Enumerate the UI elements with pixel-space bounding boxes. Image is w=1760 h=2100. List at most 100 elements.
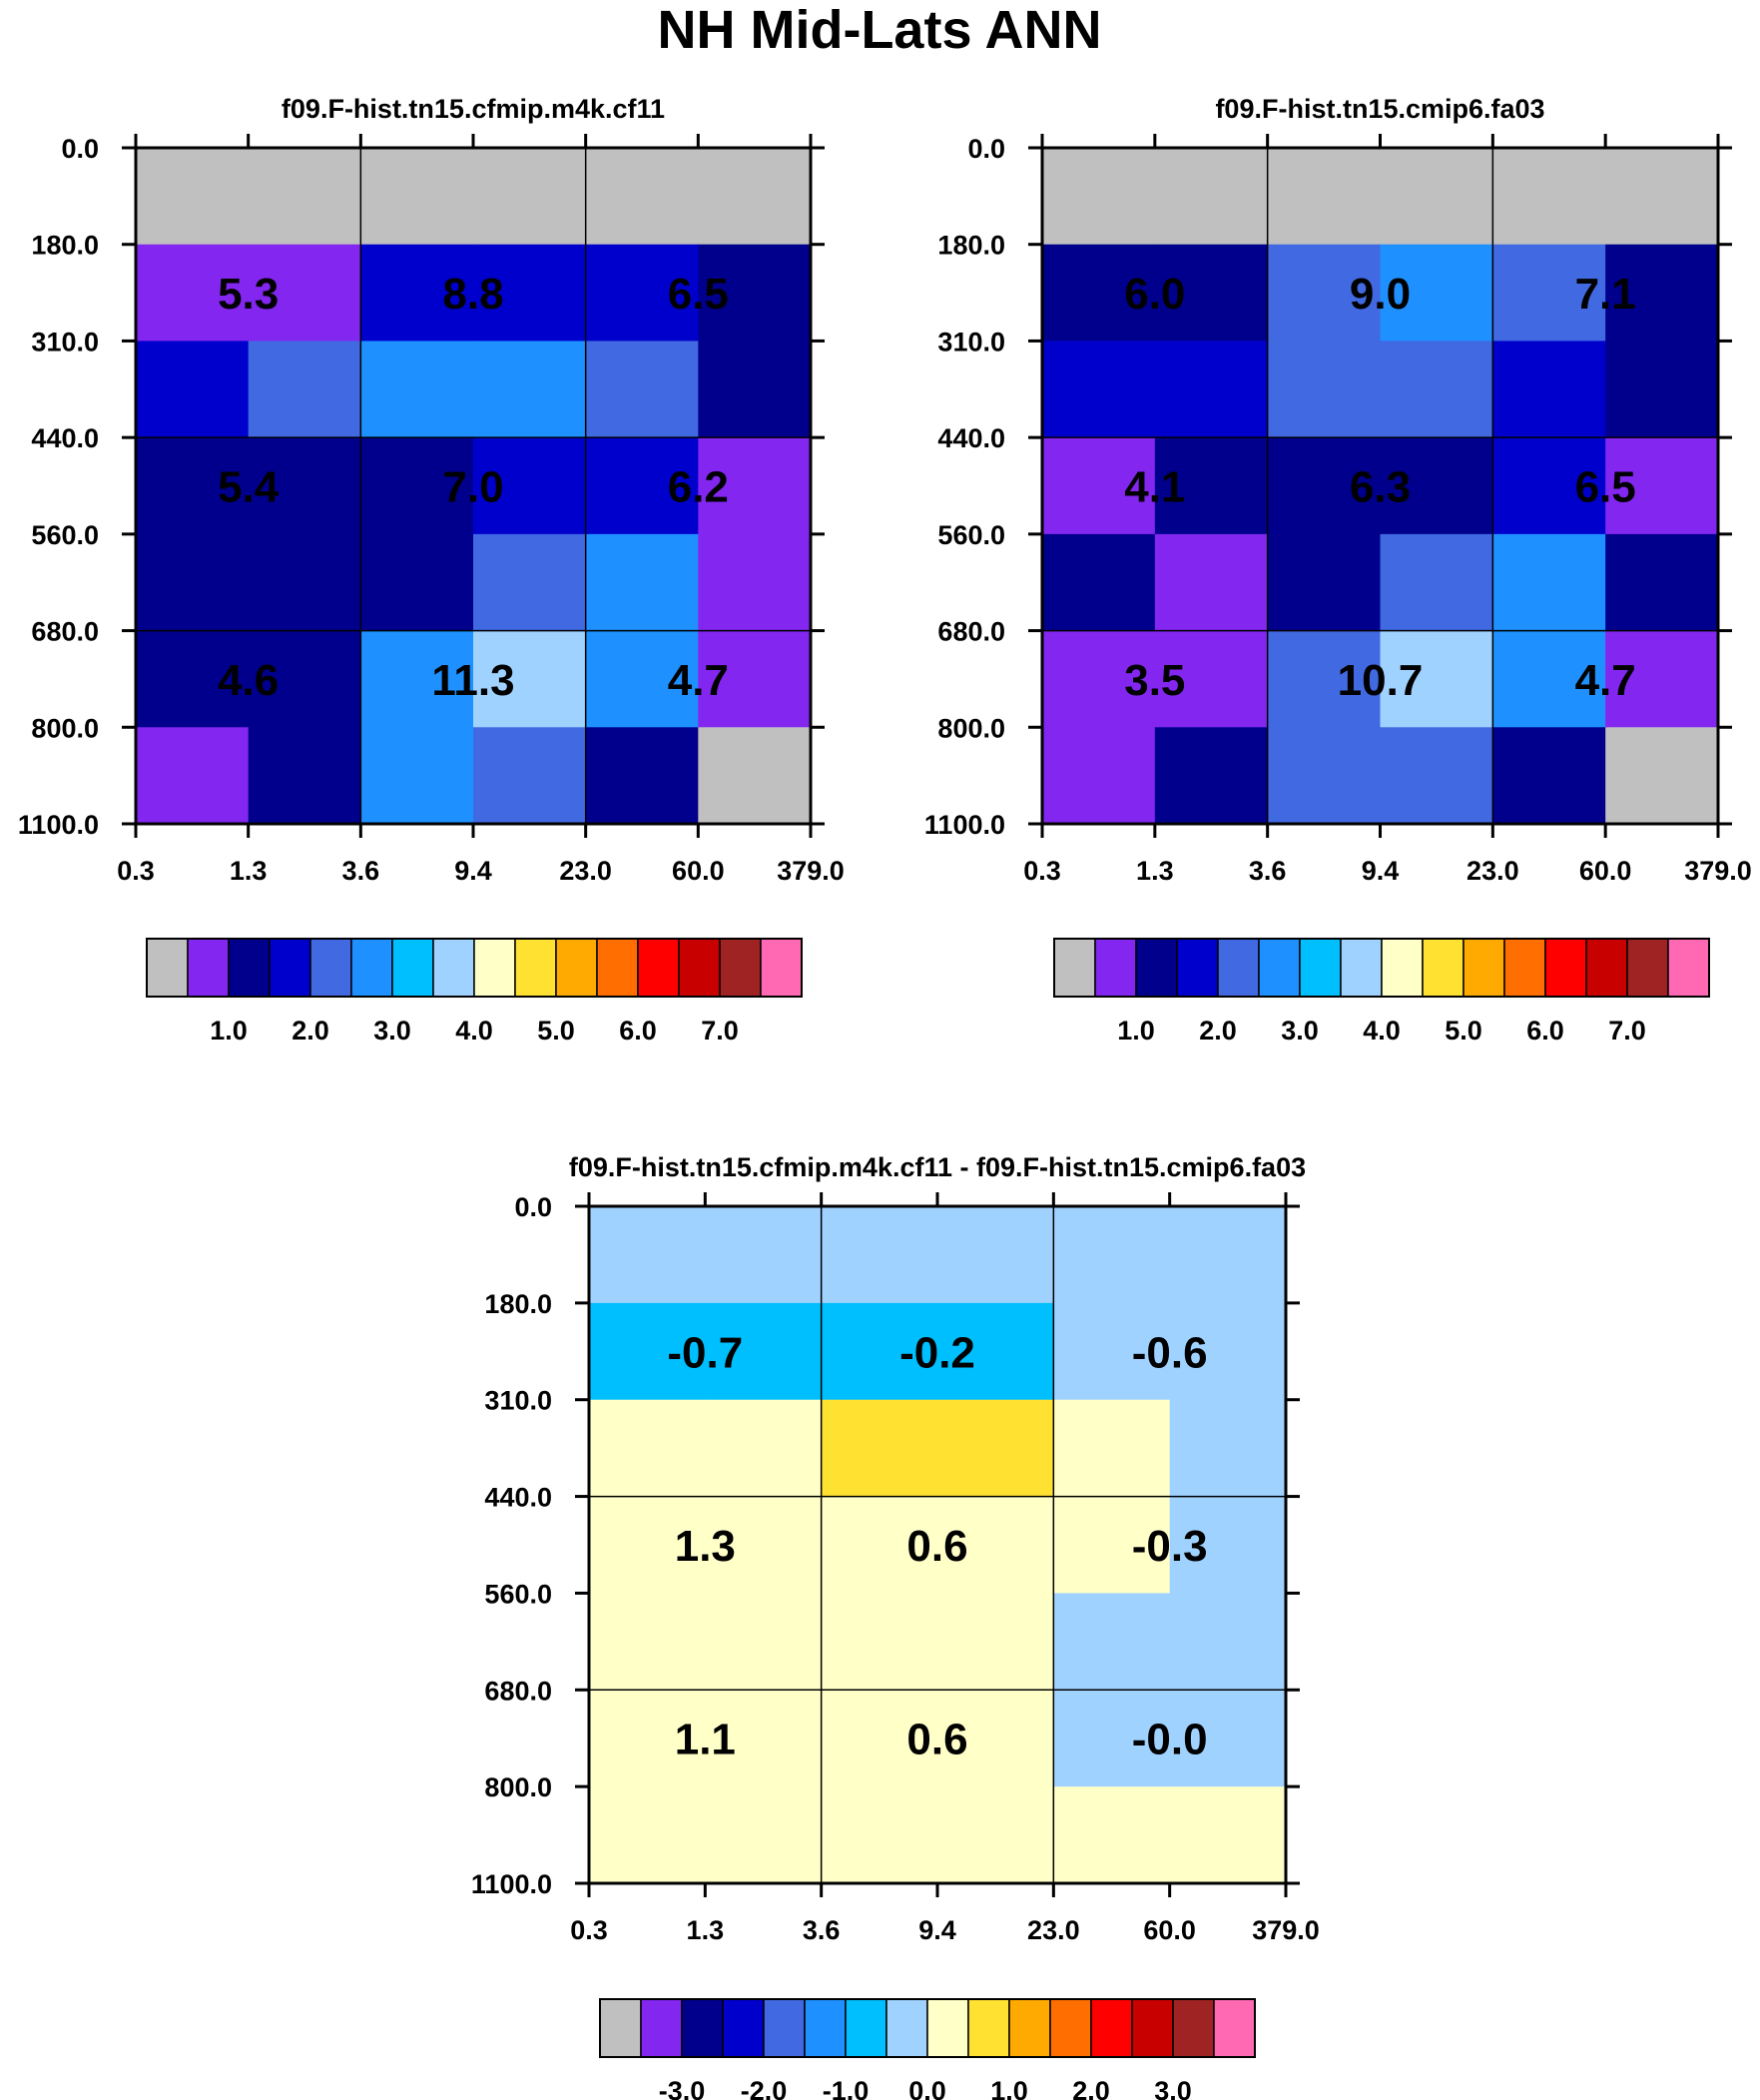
colorbar-label: 3.0 [1154, 2076, 1192, 2100]
x-tick-label: 23.0 [1467, 856, 1519, 886]
colorbar-swatch [1217, 938, 1260, 998]
colorbar-swatch [719, 938, 762, 998]
colorbar-swatch [640, 1998, 683, 2058]
colorbar-label: 6.0 [1526, 1016, 1564, 1046]
cell-value-label: 4.7 [668, 656, 729, 705]
heatmap-cell [1380, 148, 1493, 246]
heatmap-cell [1492, 533, 1606, 632]
cell-value-label: 4.7 [1575, 656, 1636, 705]
heatmap-cell [1267, 244, 1382, 343]
heatmap-cell [589, 1786, 706, 1884]
colorbar-swatch [1544, 938, 1587, 998]
heatmap-cell [1380, 533, 1493, 632]
colorbar-swatch [804, 1998, 847, 2058]
colorbar-swatch [1008, 1998, 1051, 2058]
colorbar-swatch [391, 938, 434, 998]
colorbar-label: -3.0 [659, 2076, 706, 2100]
heatmap-cell [136, 341, 250, 438]
colorbar-swatch [228, 938, 271, 998]
heatmap-cell [821, 1206, 938, 1304]
heatmap-cell [473, 727, 587, 825]
cell-value-label: 0.6 [906, 1716, 967, 1764]
heatmap-cell [1053, 1496, 1171, 1595]
colorbar-swatch [350, 938, 393, 998]
heatmap-cell [1154, 244, 1269, 343]
colorbar-3: -3.0 -2.0 -1.0 0.0 1.0 2.0 3.0 [599, 1998, 1256, 2100]
colorbar-swatch [1135, 938, 1178, 998]
heatmap-cell [248, 437, 361, 535]
y-tick-label: 560.0 [937, 520, 1005, 550]
cell-value-label: 6.3 [1350, 463, 1411, 512]
x-tick-label: 1.3 [230, 856, 268, 886]
colorbar-swatch [1422, 938, 1465, 998]
heatmap-cell [1605, 244, 1719, 343]
y-tick-label: 440.0 [484, 1483, 552, 1513]
heatmap-cell [705, 1206, 823, 1304]
heatmap-cell [589, 1593, 706, 1691]
colorbar-swatch [1503, 938, 1546, 998]
y-tick-label: 800.0 [31, 713, 99, 743]
heatmap-cell [589, 1302, 706, 1401]
y-tick-label: 1100.0 [18, 810, 99, 840]
heatmap-cell [585, 533, 699, 632]
heatmap-cell [1154, 727, 1269, 825]
colorbar-swatch [1213, 1998, 1256, 2058]
heatmap-cell [1169, 1690, 1287, 1787]
x-tick-label: 379.0 [1252, 1915, 1320, 1945]
x-tick-label: 60.0 [1579, 856, 1632, 886]
heatmap-cell [1169, 1786, 1287, 1884]
heatmap-cell [1169, 1593, 1287, 1691]
colorbar-swatch [146, 938, 189, 998]
colorbar-swatch [678, 938, 721, 998]
heatmap-cell [937, 1302, 1054, 1401]
heatmap-cell [698, 630, 812, 728]
heatmap-cell [1605, 437, 1719, 535]
heatmap-cell [821, 1690, 938, 1787]
heatmap-cell [1605, 148, 1719, 246]
heatmap-cell [821, 1496, 938, 1595]
y-tick-label: 560.0 [31, 520, 99, 550]
colorbar-swatch [722, 1998, 765, 2058]
colorbar-swatch [309, 938, 352, 998]
colorbar-label: 4.0 [1363, 1016, 1401, 1046]
x-tick-label: 0.3 [570, 1915, 608, 1945]
heatmap-cell [1380, 630, 1493, 728]
colorbar-swatch [760, 938, 803, 998]
heatmap-cell [360, 630, 474, 728]
colorbar-label: 5.0 [537, 1016, 575, 1046]
heatmap-cell [705, 1593, 823, 1691]
heatmap-cell [1492, 437, 1606, 535]
x-tick-label: 9.4 [1362, 856, 1400, 886]
heatmap-cell [1169, 1399, 1287, 1498]
heatmap-cell [1053, 1302, 1171, 1401]
heatmap-cell [705, 1496, 823, 1595]
colorbar-swatch [1626, 938, 1669, 998]
colorbar-swatch [637, 938, 680, 998]
heatmap-cell [1267, 533, 1382, 632]
cell-value-label: 3.5 [1124, 656, 1185, 705]
cell-value-label: 4.6 [218, 656, 279, 705]
heatmap-cell [585, 341, 699, 438]
y-tick-label: 180.0 [31, 231, 99, 261]
colorbar-swatch [187, 938, 230, 998]
heatmap-cell [248, 244, 361, 343]
x-tick-label: 3.6 [803, 1915, 841, 1945]
heatmap-cell [1605, 630, 1719, 728]
heatmap-cell [705, 1690, 823, 1787]
heatmap-cell [360, 341, 474, 438]
x-tick-label: 1.3 [687, 1915, 725, 1945]
heatmap-cell [1154, 533, 1269, 632]
colorbar-label: 3.0 [1281, 1016, 1319, 1046]
heatmap-cell [1492, 630, 1606, 728]
x-tick-label: 0.3 [1023, 856, 1061, 886]
colorbar-label: 5.0 [1445, 1016, 1482, 1046]
heatmap-cell [585, 148, 699, 246]
colorbar-frame [1053, 938, 1710, 998]
heatmap-cell [937, 1399, 1054, 1498]
colorbar-label: 1.0 [1117, 1016, 1155, 1046]
x-tick-label: 0.3 [117, 856, 155, 886]
heatmap-cell [1042, 630, 1156, 728]
heatmap-cell [1380, 341, 1493, 438]
cell-value-label: 7.1 [1575, 270, 1636, 319]
